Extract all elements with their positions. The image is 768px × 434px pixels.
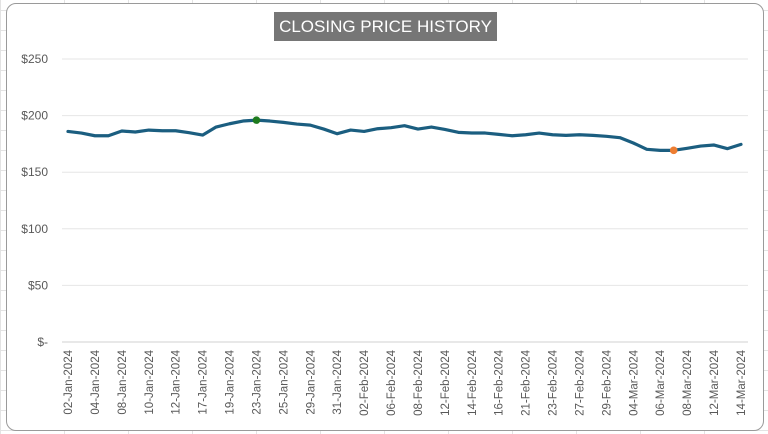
- x-tick-label: 31-Jan-2024: [332, 349, 344, 414]
- x-tick-label: 21-Feb-2024: [521, 349, 533, 415]
- max-marker: [252, 116, 261, 124]
- x-tick-label: 10-Jan-2024: [144, 349, 156, 414]
- chart-title: CLOSING PRICE HISTORY: [274, 12, 497, 41]
- x-tick-label: 12-Mar-2024: [709, 349, 721, 415]
- x-tick-label: 04-Mar-2024: [628, 349, 640, 415]
- x-tick-label: 16-Feb-2024: [494, 349, 506, 415]
- y-tick-label: $50: [28, 278, 48, 292]
- min-marker: [669, 146, 678, 155]
- x-tick-label: 23-Jan-2024: [251, 349, 263, 414]
- x-tick-label: 06-Mar-2024: [655, 349, 667, 415]
- x-tick-label: 29-Feb-2024: [601, 349, 613, 415]
- x-tick-label: 17-Jan-2024: [198, 349, 210, 414]
- x-tick-label: 25-Jan-2024: [278, 349, 290, 414]
- x-tick-label: 04-Jan-2024: [90, 349, 102, 414]
- x-tick-label: 02-Feb-2024: [359, 349, 371, 415]
- x-tick-label: 08-Feb-2024: [413, 349, 425, 415]
- chart-area: [6, 3, 764, 431]
- y-tick-label: $200: [21, 109, 48, 123]
- x-tick-label: 02-Jan-2024: [63, 349, 75, 414]
- x-tick-label: 14-Feb-2024: [467, 349, 479, 415]
- x-tick-label: 12-Jan-2024: [171, 349, 183, 414]
- x-tick-label: 29-Jan-2024: [305, 349, 317, 414]
- x-tick-label: 23-Feb-2024: [548, 349, 560, 415]
- y-tick-label: $-: [37, 335, 48, 349]
- x-tick-label: 06-Feb-2024: [386, 349, 398, 415]
- x-tick-label: 19-Jan-2024: [225, 349, 237, 414]
- x-tick-label: 27-Feb-2024: [574, 349, 586, 415]
- y-tick-label: $100: [21, 222, 48, 236]
- y-tick-label: $150: [21, 165, 48, 179]
- price-line: [66, 118, 743, 152]
- x-tick-label: 08-Jan-2024: [117, 349, 129, 414]
- x-tick-label: 12-Feb-2024: [440, 349, 452, 415]
- y-tick-label: $250: [21, 52, 48, 66]
- x-tick-label: 14-Mar-2024: [736, 349, 748, 415]
- x-tick-label: 08-Mar-2024: [682, 349, 694, 415]
